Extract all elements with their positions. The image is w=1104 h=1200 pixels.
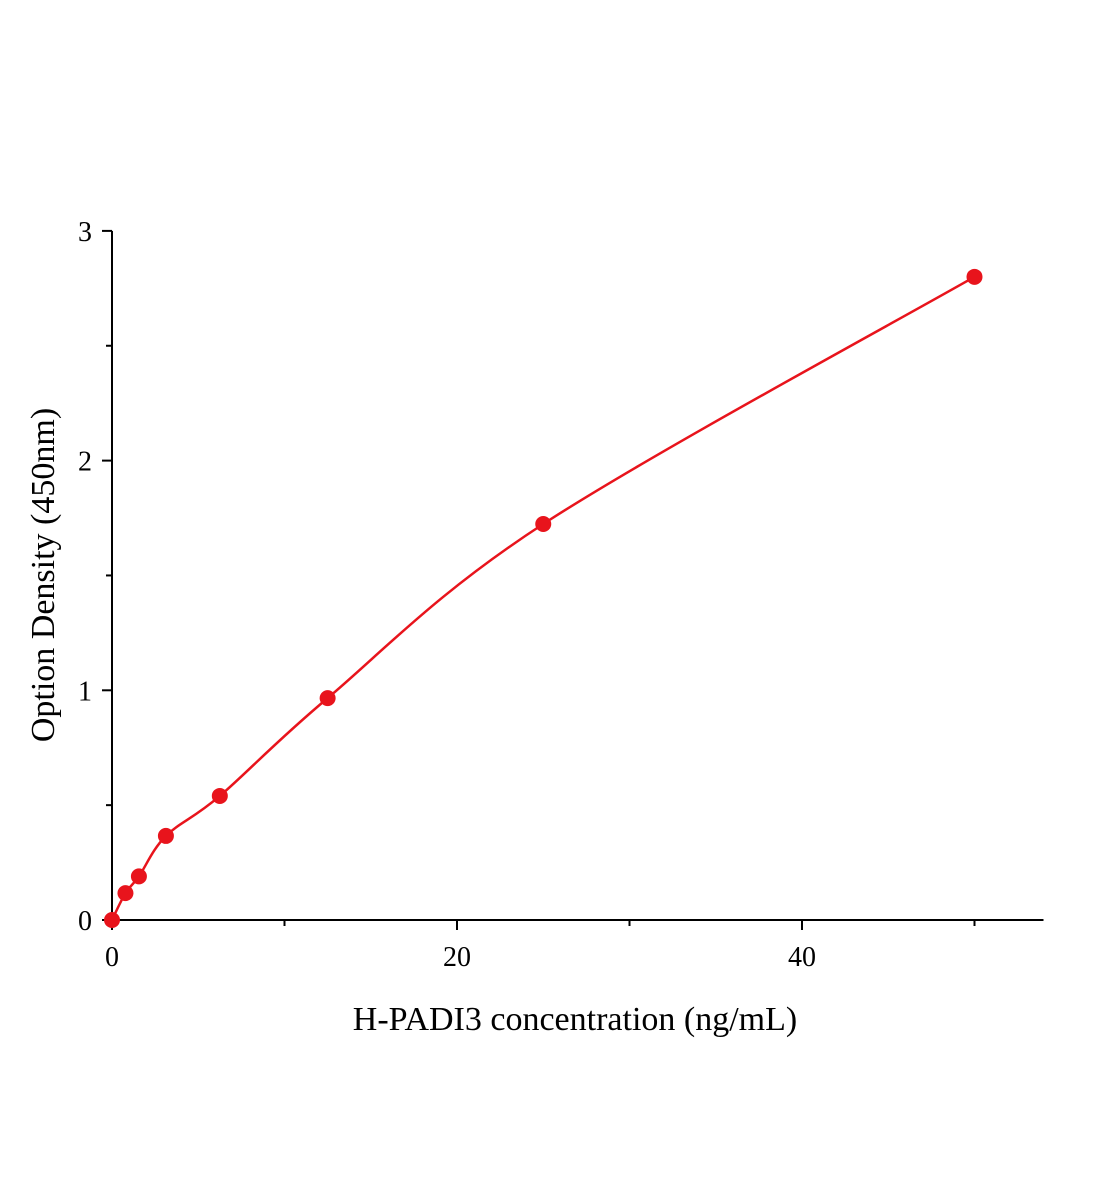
data-point	[966, 268, 983, 285]
data-point	[104, 912, 120, 928]
data-points-layer	[104, 268, 983, 928]
x-axis-label: H-PADI3 concentration (ng/mL)	[353, 1001, 797, 1038]
data-point	[157, 827, 174, 844]
y-tick-label: 1	[78, 676, 92, 707]
data-point	[211, 787, 228, 804]
fit-curve	[110, 275, 976, 921]
x-tick-label: 20	[443, 942, 471, 973]
y-axis-label: Option Density (450nm)	[25, 408, 62, 742]
axes: 0 20 40 0 1 2 3	[78, 217, 1044, 973]
data-point	[117, 885, 134, 902]
data-point	[130, 868, 147, 885]
data-point	[319, 690, 336, 707]
y-tick-label: 0	[78, 906, 92, 937]
x-tick-label: 40	[788, 942, 816, 973]
y-tick-label: 2	[78, 447, 92, 478]
data-point	[535, 515, 552, 532]
fit-curve-layer	[110, 275, 976, 921]
y-tick-label: 3	[78, 217, 92, 248]
x-tick-label: 0	[105, 942, 119, 973]
